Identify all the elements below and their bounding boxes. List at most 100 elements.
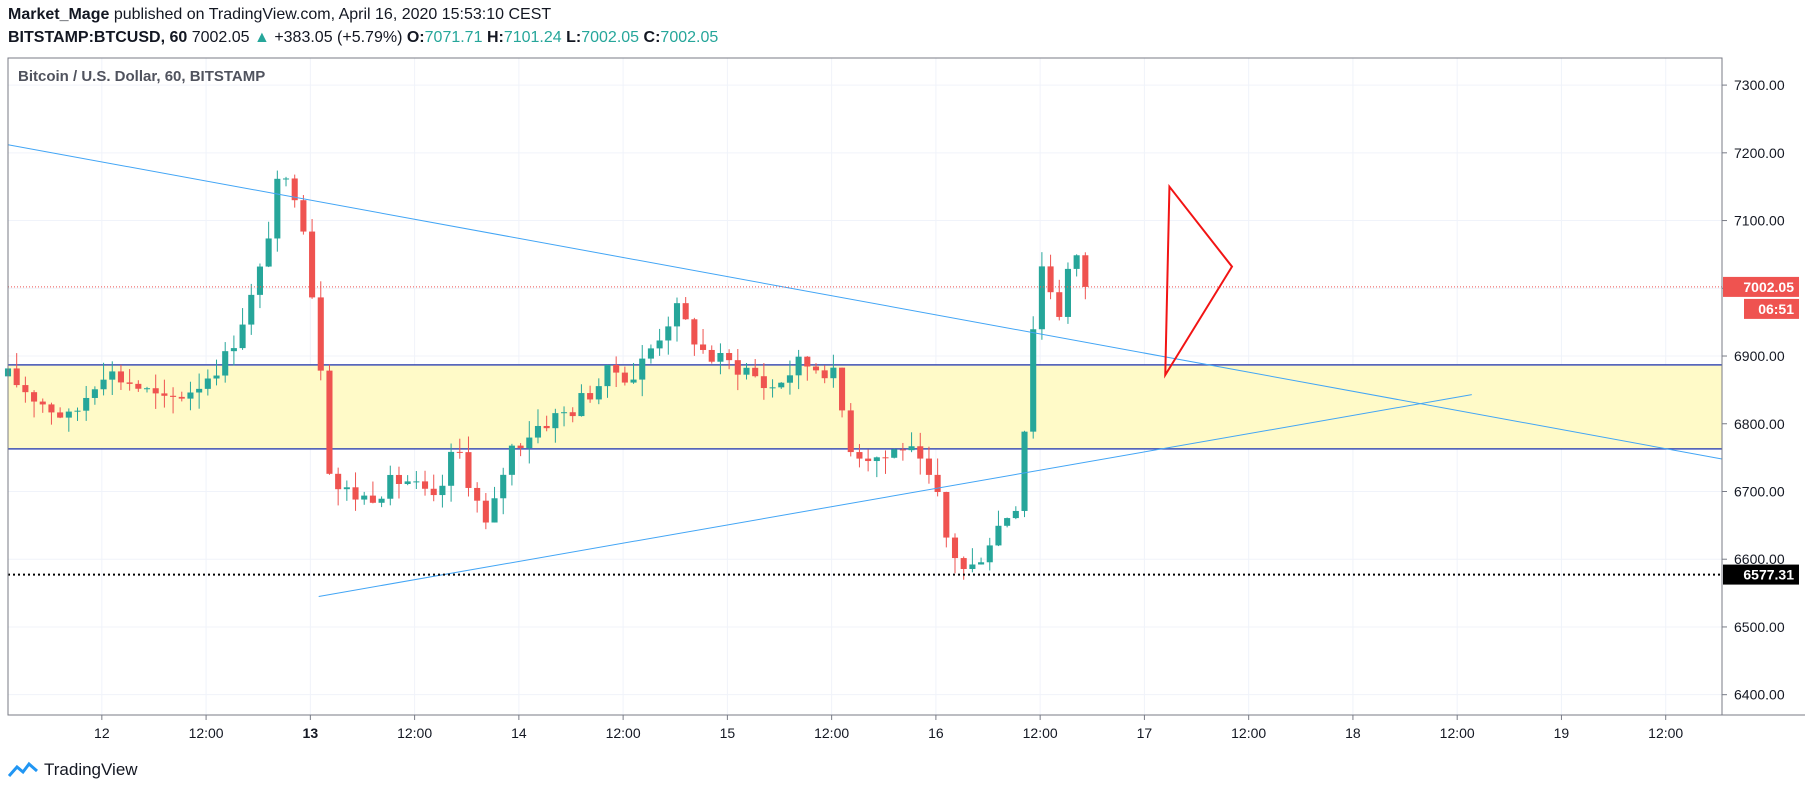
candle-body [960, 558, 967, 570]
candle-body [326, 370, 333, 474]
candle-body [135, 383, 142, 389]
candle-body [543, 425, 550, 429]
candle-body [534, 425, 542, 438]
author-name[interactable]: Market_Mage [8, 6, 110, 23]
x-tick-label: 12:00 [189, 725, 224, 741]
brand-name: TradingView [44, 760, 138, 779]
candle-body [222, 351, 229, 376]
candle-body [439, 485, 446, 496]
candle-body [778, 382, 785, 388]
candle-body [943, 491, 950, 538]
published-text: published on TradingView.com, April 16, … [113, 6, 552, 23]
candle-body [1082, 255, 1089, 287]
candle-body [639, 358, 646, 380]
ascending-trendline[interactable] [318, 394, 1472, 597]
candle-body [491, 498, 498, 523]
candle-body [65, 411, 72, 418]
candle-body [109, 371, 116, 380]
candle-body [578, 393, 585, 417]
candle-body [317, 297, 324, 371]
open-value: 7071.71 [424, 29, 483, 46]
triangle-pattern[interactable] [1164, 183, 1234, 379]
candle-body [291, 178, 298, 201]
candle-body [934, 474, 941, 492]
x-tick-label: 18 [1345, 725, 1361, 741]
support-zone [8, 364, 1722, 449]
descending-trendline[interactable] [7, 144, 1723, 460]
ohlc-bar: BITSTAMP:BTCUSD, 60 7002.05 ▲ +383.05 (+… [8, 29, 718, 47]
candle-body [665, 326, 672, 341]
candle-body [456, 451, 463, 453]
candle-body [630, 379, 637, 383]
candle-body [595, 386, 602, 400]
candle-body [925, 458, 932, 475]
candle-body [821, 370, 828, 379]
x-tick-label: 12:00 [1231, 725, 1266, 741]
candle-body [1056, 292, 1063, 317]
candle-body [265, 238, 272, 267]
y-tick-label: 7100.00 [1734, 213, 1785, 229]
candle-body [57, 412, 64, 418]
x-tick-label: 12:00 [397, 725, 432, 741]
candle-body [100, 379, 107, 390]
candle-body [795, 356, 802, 376]
x-tick-label: 12 [94, 725, 110, 741]
candle-body [48, 404, 55, 413]
candle-body [552, 413, 559, 429]
x-tick-label: 12:00 [1023, 725, 1058, 741]
candle-body [274, 178, 281, 239]
tradingview-branding[interactable]: TradingView [8, 760, 138, 780]
candle-body [335, 473, 342, 490]
candle-body [1064, 268, 1071, 317]
candle-body [769, 387, 776, 389]
candle-body [561, 412, 568, 414]
candle-body [239, 324, 246, 349]
x-tick-label: 12:00 [814, 725, 849, 741]
candle-body [839, 367, 846, 411]
candle-body [908, 446, 915, 451]
candle-body [448, 451, 455, 486]
candle-body [230, 348, 237, 352]
candle-body [708, 349, 715, 362]
candle-body [995, 525, 1002, 546]
close-label: C: [643, 29, 661, 46]
candle-body [682, 303, 689, 320]
y-tick-label: 6600.00 [1734, 551, 1785, 567]
high-value: 7101.24 [503, 29, 562, 46]
candle-body [178, 396, 185, 399]
x-tick-label: 17 [1137, 725, 1153, 741]
candle-body [899, 449, 906, 451]
candle-body [865, 458, 872, 462]
candle-body [812, 366, 820, 371]
candle-body [726, 353, 733, 361]
candle-body [1038, 266, 1045, 330]
y-tick-label: 6700.00 [1734, 483, 1785, 499]
candle-body [378, 498, 385, 503]
candle-body [978, 562, 985, 565]
candle-body [13, 368, 20, 386]
candle-body [300, 200, 307, 232]
candle-body [361, 495, 368, 500]
candle-body [282, 178, 290, 180]
x-tick-label: 15 [720, 725, 736, 741]
low-value: 7002.05 [581, 29, 640, 46]
candle-body [986, 545, 993, 563]
candle-body [873, 457, 880, 462]
candle-body [526, 437, 533, 449]
candle-body [387, 474, 394, 499]
candle-body [847, 410, 854, 453]
candle-body [83, 397, 90, 411]
candle-body [891, 449, 898, 458]
y-tick-label: 6900.00 [1734, 348, 1785, 364]
candle-body [352, 487, 359, 500]
candle-body [126, 382, 133, 384]
candle-body [74, 410, 81, 412]
candle-body [717, 353, 724, 362]
x-tick-label: 12:00 [1440, 725, 1475, 741]
x-tick-label: 12:00 [606, 725, 641, 741]
candle-body [1047, 266, 1054, 293]
y-tick-label: 7300.00 [1734, 77, 1785, 93]
candle-body [343, 487, 350, 490]
candle-body [804, 356, 811, 367]
